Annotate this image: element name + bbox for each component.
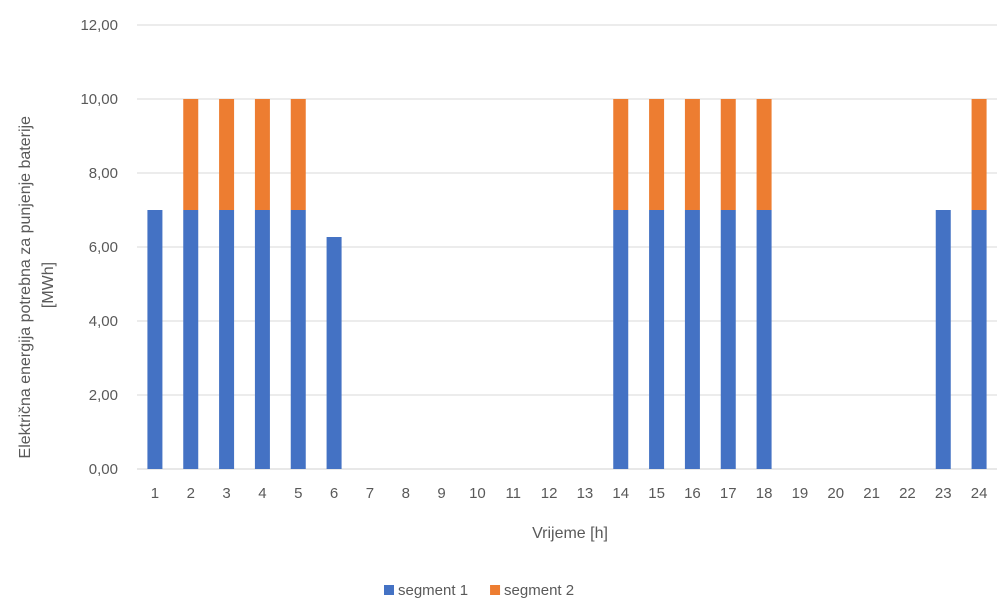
x-tick-label: 7 — [366, 485, 374, 502]
bar-segment-1 — [147, 210, 163, 469]
bar-segment-1 — [613, 210, 629, 469]
legend-swatch-2 — [490, 585, 501, 595]
y-tick-label: 6,00 — [89, 239, 118, 256]
y-tick-labels: 0,00 2,00 4,00 6,00 8,00 10,00 12,00 — [80, 17, 118, 478]
bar-segment-2 — [684, 99, 700, 210]
bar-segment-2 — [183, 99, 199, 210]
y-tick-label: 10,00 — [80, 91, 118, 108]
x-tick-label: 1 — [151, 485, 159, 502]
gridlines — [137, 24, 997, 470]
bar-segment-1 — [756, 210, 772, 469]
x-tick-label: 15 — [648, 485, 665, 502]
bars — [147, 99, 987, 469]
bar-segment-2 — [649, 99, 665, 210]
x-tick-label: 19 — [792, 485, 809, 502]
x-tick-label: 13 — [577, 485, 594, 502]
x-tick-label: 10 — [469, 485, 486, 502]
x-tick-label: 9 — [437, 485, 445, 502]
x-tick-label: 23 — [935, 485, 952, 502]
x-tick-label: 12 — [541, 485, 558, 502]
x-tick-label: 5 — [294, 485, 302, 502]
x-tick-label: 18 — [756, 485, 773, 502]
bar-segment-1 — [290, 210, 306, 469]
bar-segment-1 — [971, 210, 987, 469]
bar-segment-1 — [219, 210, 235, 469]
legend-label-1: segment 1 — [398, 582, 468, 599]
bar-segment-1 — [326, 237, 342, 469]
y-axis-title-line-1: Električna energija potrebna za punjenje… — [17, 116, 34, 459]
bar-segment-2 — [720, 99, 736, 210]
bar-segment-1 — [649, 210, 665, 469]
legend: segment 1 segment 2 — [384, 582, 574, 599]
x-tick-label: 6 — [330, 485, 338, 502]
x-tick-label: 2 — [187, 485, 195, 502]
bar-segment-2 — [613, 99, 629, 210]
x-tick-label: 8 — [402, 485, 410, 502]
bar-segment-2 — [219, 99, 235, 210]
x-tick-label: 14 — [612, 485, 629, 502]
bar-segment-1 — [720, 210, 736, 469]
x-tick-label: 4 — [258, 485, 266, 502]
x-tick-labels: 1 2 3 4 5 6 7 8 9 10 11 12 13 14 15 16 17 18 19 20 21 22 23 24 — [151, 485, 988, 502]
x-tick-label: 11 — [505, 485, 521, 502]
bar-segment-1 — [684, 210, 700, 469]
y-tick-label: 4,00 — [89, 313, 118, 330]
x-tick-label: 24 — [971, 485, 988, 502]
x-tick-label: 17 — [720, 485, 737, 502]
y-axis-title: Električna energija potrebna za punjenje… — [17, 112, 57, 459]
bar-segment-1 — [254, 210, 270, 469]
bar-segment-1 — [935, 210, 951, 469]
legend-label-2: segment 2 — [504, 582, 574, 599]
x-tick-label: 22 — [899, 485, 916, 502]
bar-segment-1 — [183, 210, 199, 469]
x-axis-title: Vrijeme [h] — [532, 525, 608, 542]
x-tick-label: 16 — [684, 485, 701, 502]
x-tick-label: 20 — [827, 485, 844, 502]
x-tick-label: 3 — [222, 485, 230, 502]
x-tick-label: 21 — [863, 485, 880, 502]
y-tick-label: 2,00 — [89, 387, 118, 404]
y-axis-title-line-2: [MWh] — [40, 262, 57, 308]
bar-segment-2 — [290, 99, 306, 210]
legend-swatch-1 — [384, 585, 394, 595]
bar-segment-2 — [254, 99, 270, 210]
y-tick-label: 12,00 — [80, 17, 118, 34]
y-tick-label: 0,00 — [89, 461, 118, 478]
y-tick-label: 8,00 — [89, 165, 118, 182]
bar-segment-2 — [756, 99, 772, 210]
bar-segment-2 — [971, 99, 987, 210]
